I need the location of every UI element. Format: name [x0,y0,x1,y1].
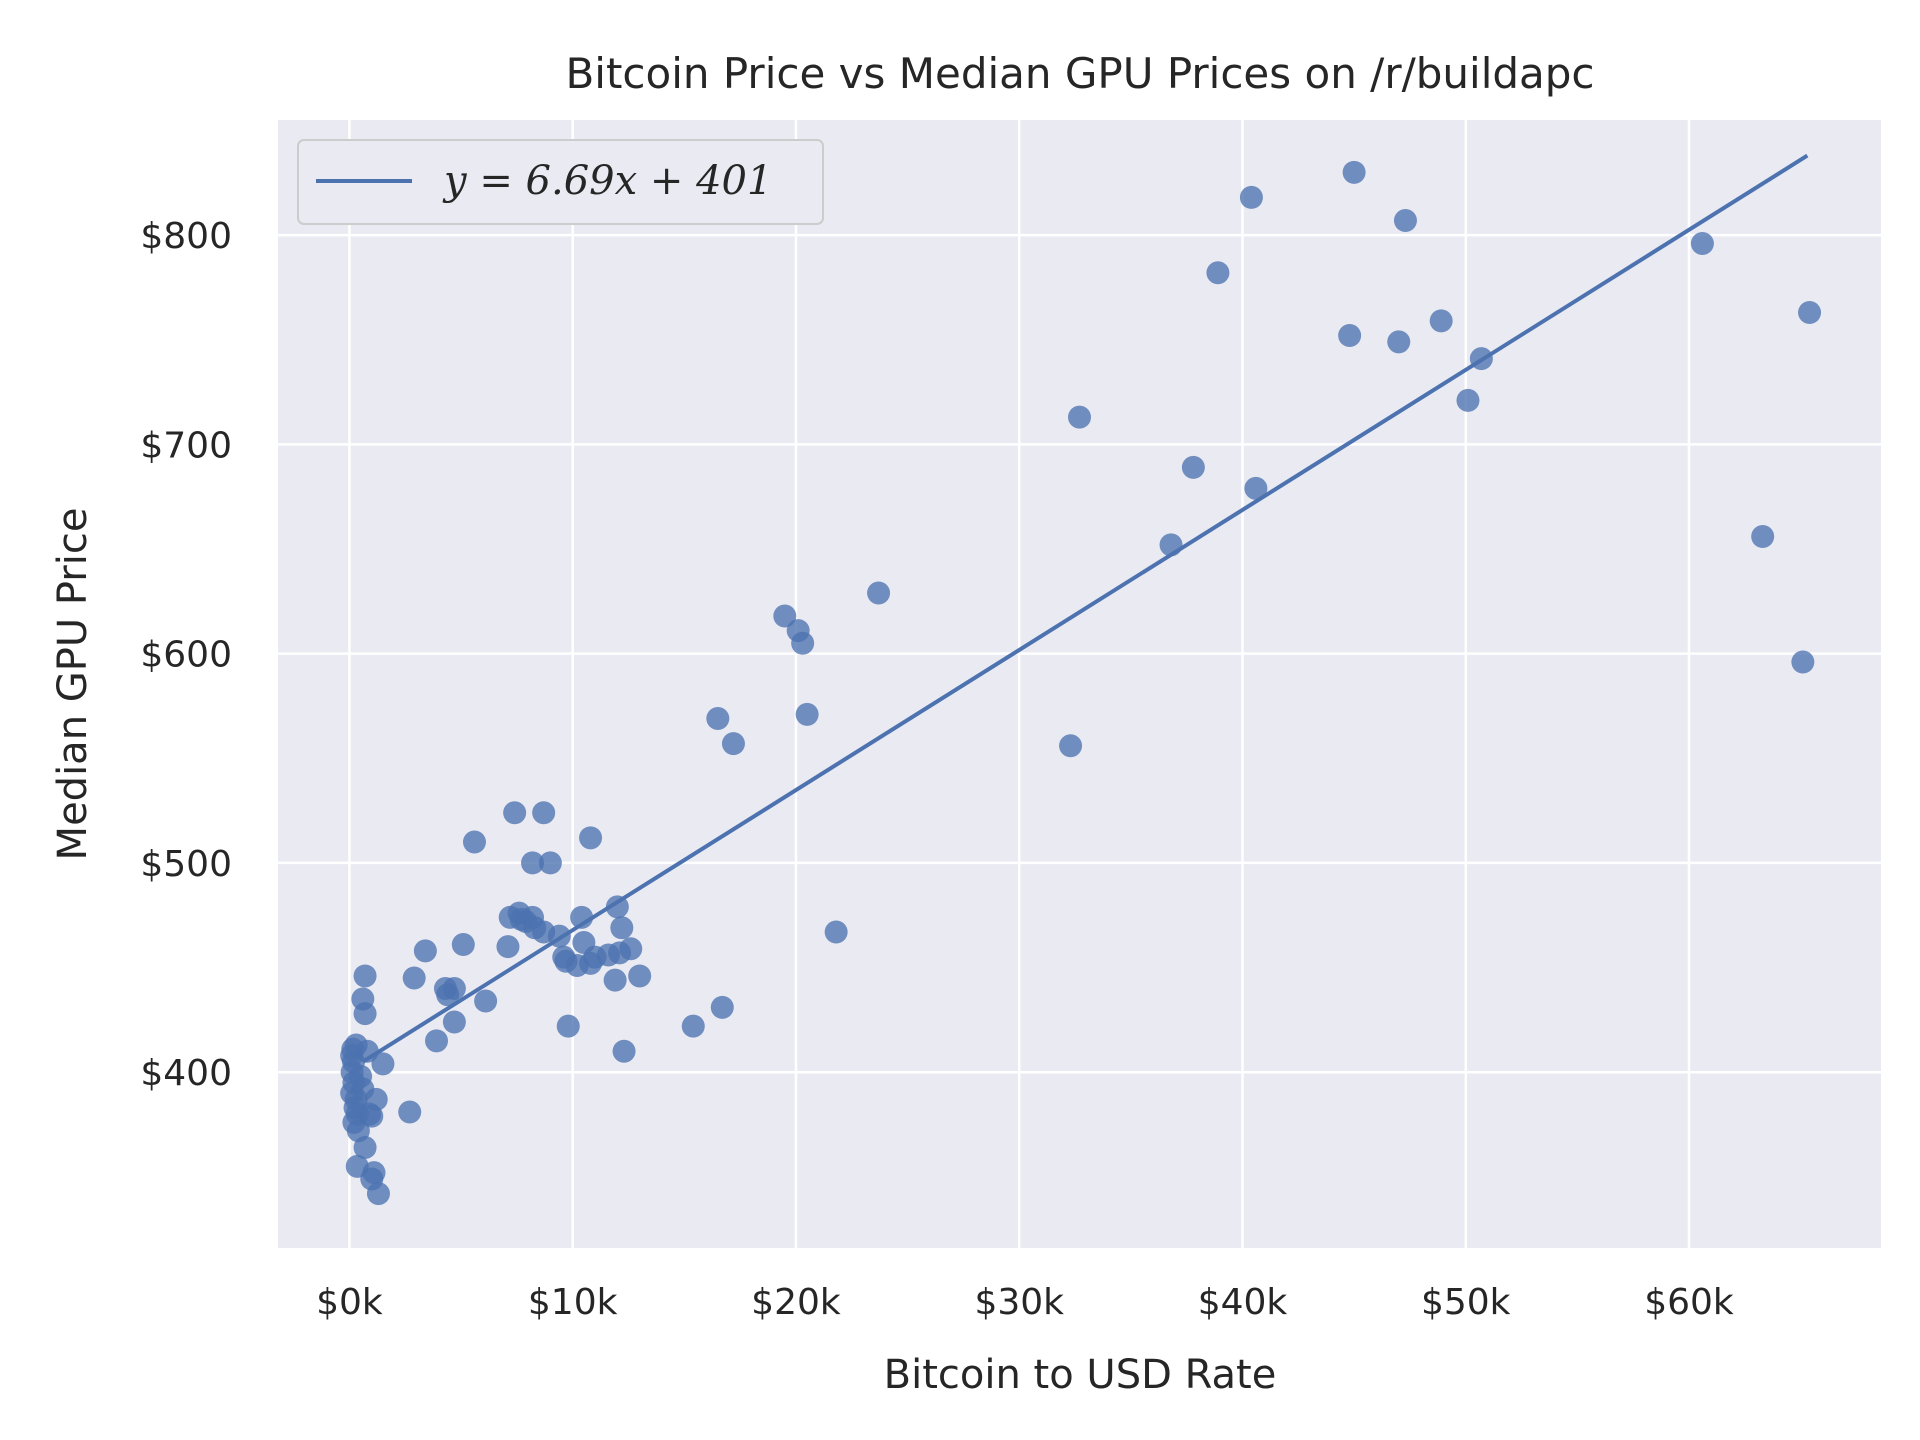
scatter-point [1387,330,1411,354]
x-tick-label: $30k [974,1282,1064,1323]
fit-line [361,153,1809,1064]
scatter-point [371,1052,395,1076]
scatter-point [402,966,426,990]
scatter-point [795,702,819,726]
scatter-point [364,1087,388,1111]
scatter-point [521,851,545,875]
scatter-point [1244,476,1268,500]
scatter-point [1206,261,1230,285]
scatter-point [1791,650,1815,674]
scatter-points [340,160,1822,1206]
y-ticks: $400 $500 $600 $700 $800 [140,216,232,1094]
scatter-point [603,968,627,992]
scatter-point [353,964,377,988]
scatter-point [619,937,643,961]
x-tick-label: $20k [751,1282,841,1323]
scatter-point [773,604,797,628]
chart-title: Bitcoin Price vs Median GPU Prices on /r… [565,49,1594,98]
scatter-point [681,1014,705,1038]
legend-entry-fit: y = 6.69x + 401 [442,158,772,204]
scatter-point [1338,324,1362,348]
scatter-point [1798,301,1822,325]
x-tick-label: $60k [1644,1282,1734,1323]
scatter-point [791,631,815,655]
fit-line-group [361,153,1809,1064]
x-tick-label: $40k [1198,1282,1288,1323]
x-tick-label: $10k [528,1282,618,1323]
legend: y = 6.69x + 401 [297,139,824,225]
x-ticks: $0k $10k $20k $30k $40k $50k $60k [316,1282,1734,1323]
x-tick-label: $0k [316,1282,383,1323]
scatter-point [366,1182,390,1206]
scatter-point [1751,524,1775,548]
x-axis-label: Bitcoin to USD Rate [884,1352,1277,1398]
scatter-point [612,1039,636,1063]
scatter-point [710,995,734,1019]
scatter-point [605,895,629,919]
y-tick-label: $500 [140,844,232,885]
scatter-point [503,801,527,825]
y-tick-label: $400 [140,1053,232,1094]
scatter-point [1059,734,1083,758]
scatter-point [867,581,891,605]
y-tick-label: $800 [140,216,232,257]
scatter-point [824,920,848,944]
scatter-point [721,732,745,756]
scatter-point [1393,208,1417,232]
grid [278,120,1881,1248]
scatter-point [462,830,486,854]
scatter-point [1690,231,1714,255]
scatter-point [398,1100,422,1124]
scatter-point [353,1136,377,1160]
y-tick-label: $700 [140,425,232,466]
legend-box [297,139,824,225]
scatter-point [442,976,466,1000]
scatter-point [556,1014,580,1038]
scatter-point [413,939,437,963]
scatter-point [451,933,475,957]
scatter-point [1181,455,1205,479]
scatter-point [538,851,562,875]
scatter-point [353,1002,377,1026]
plot-background [278,120,1881,1248]
scatter-point [425,1029,449,1053]
scatter-point [474,989,498,1013]
scatter-point [496,935,520,959]
x-tick-label: $50k [1421,1282,1511,1323]
scatter-point [706,707,730,731]
y-tick-label: $600 [140,635,232,676]
scatter-point [579,826,603,850]
scatter-point [1456,388,1480,412]
scatter-point [532,801,556,825]
scatter-point [442,1010,466,1034]
scatter-point [1342,160,1366,184]
y-axis-label: Median GPU Price [50,508,96,861]
scatter-point [1239,185,1263,209]
scatter-point [628,964,652,988]
scatter-point [610,916,634,940]
scatter-point [1068,405,1091,429]
scatter-point [1429,309,1453,333]
